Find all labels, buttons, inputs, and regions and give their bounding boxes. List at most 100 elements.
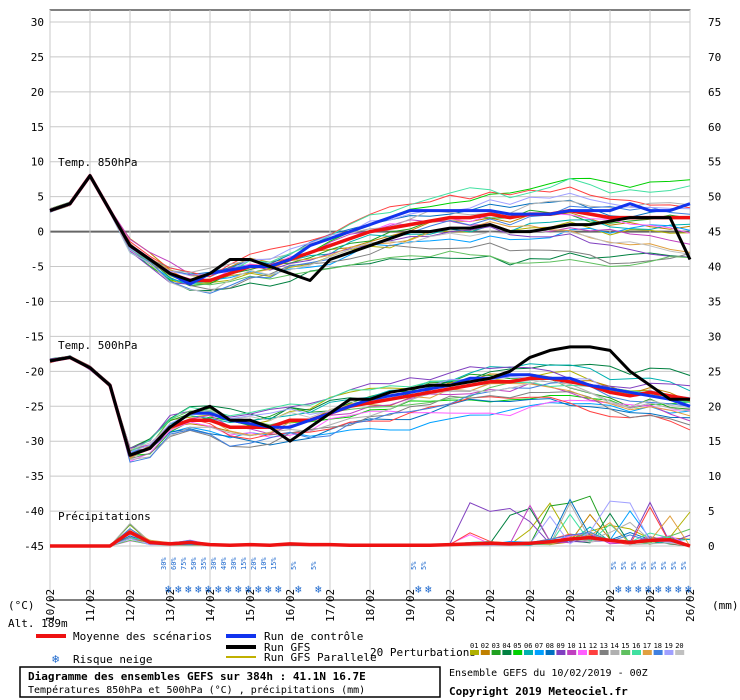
x-tick-label: 21/02 (484, 589, 497, 622)
perturbation-swatch (470, 650, 479, 655)
snow-risk-pct: 5% (680, 561, 688, 570)
perturbation-swatch (588, 650, 598, 655)
snowflake-icon: ❄ (185, 583, 192, 596)
snow-risk-pct: 10% (260, 557, 268, 570)
perturbation-id: 02 (481, 642, 489, 650)
snowflake-icon: ❄ (175, 583, 182, 596)
perturbation-id: 01 (470, 642, 478, 650)
perturbation-line (49, 356, 691, 453)
y2-tick-label: 15 (708, 435, 721, 448)
perturbation-id: 16 (632, 642, 640, 650)
snowflake-icon: ❄ (655, 583, 662, 596)
y2-tick-label: 5 (708, 505, 715, 518)
perturbation-id: 18 (654, 642, 662, 650)
snowflake-icon: ❄ (635, 583, 642, 596)
snow-risk-pct: 30% (160, 557, 168, 570)
perturbation-swatch (653, 650, 663, 655)
x-tick-label: 25/02 (644, 589, 657, 622)
snowflake-icon: ❄ (245, 583, 252, 596)
snowflake-icon: ❄ (215, 583, 222, 596)
snowflake-icon: ❄ (225, 583, 232, 596)
perturbation-swatch (675, 650, 685, 655)
snow-risk-pct: 60% (170, 557, 178, 570)
snow-risk-pct: 35% (200, 557, 208, 570)
y-tick-label: -40 (24, 505, 44, 518)
snow-risk-pct: 75% (180, 557, 188, 570)
x-tick-label: 24/02 (604, 589, 617, 622)
snowflake-icon: ❄ (165, 583, 172, 596)
perturbation-line (49, 176, 691, 278)
perturbation-id: 05 (513, 642, 521, 650)
x-tick-label: 14/02 (204, 589, 217, 622)
y-tick-label: -30 (24, 435, 44, 448)
y-tick-label: 15 (31, 121, 44, 134)
snowflake-icon: ❄ (625, 583, 632, 596)
left-unit: (°C) (8, 599, 35, 612)
copyright: Copyright 2019 Meteociel.fr (449, 685, 628, 698)
y-tick-label: 20 (31, 86, 44, 99)
snow-risk-pct: 20% (250, 557, 258, 570)
legend-snow-label: Risque neige (73, 653, 152, 666)
y-tick-label: -45 (24, 540, 44, 553)
y2-tick-label: 40 (708, 261, 721, 274)
perturbation-swatch (621, 650, 631, 655)
axes: 302520151050-5-10-15-20-25-30-35-40-4575… (24, 16, 721, 622)
series-line (49, 345, 690, 457)
y-tick-label: 5 (37, 191, 44, 204)
y2-tick-label: 20 (708, 400, 721, 413)
label-t500: Temp. 500hPa (58, 339, 137, 352)
snow-risk-pct: 5% (630, 561, 638, 570)
x-tick-label: 16/02 (284, 589, 297, 622)
x-tick-label: 15/02 (244, 589, 257, 622)
legend-mean-label: Moyenne des scénarios (73, 630, 212, 643)
y2-tick-label: 30 (708, 330, 721, 343)
x-tick-label: 12/02 (124, 589, 137, 622)
perturbation-id: 15 (621, 642, 629, 650)
footer-subtitle: Températures 850hPa et 500hPa (°C) , pré… (28, 684, 365, 696)
footer-title: Diagramme des ensembles GEFS sur 384h : … (28, 670, 366, 683)
x-tick-label: 13/02 (164, 589, 177, 622)
snowflake-icon: ❄ (195, 583, 202, 596)
y-tick-label: -35 (24, 470, 44, 483)
snow-risk-pct: 5% (650, 561, 658, 570)
snowflake-icon: ❄ (685, 583, 692, 596)
snow-risk-pct: 5% (670, 561, 678, 570)
perturbation-swatch (502, 650, 512, 655)
snowflake-icon: ❄ (425, 583, 432, 596)
perturbation-id: 07 (535, 642, 543, 650)
perturbation-id: 12 (589, 642, 597, 650)
snowflake-icon: ❄ (265, 583, 272, 596)
snowflake-icon: ❄ (675, 583, 682, 596)
y2-tick-label: 0 (708, 540, 715, 553)
footer-box (19, 666, 441, 698)
x-tick-label: 10/02 (44, 589, 57, 622)
snow-risk-pct: 15% (270, 557, 278, 570)
perturbation-id: 03 (492, 642, 500, 650)
snowflake-icon: ❄ (315, 583, 322, 596)
series-line (50, 530, 691, 548)
legend-control-label: Run de contrôle (264, 630, 363, 643)
perturbation-swatch (513, 650, 523, 655)
y-tick-label: 30 (31, 16, 44, 29)
snow-risk-pct: 50% (190, 557, 198, 570)
perturbations-label: 20 Perturbations (370, 646, 476, 659)
snow-risk-pct: 5% (660, 561, 668, 570)
perturbation-id: 09 (556, 642, 564, 650)
snowflake-icon: ❄ (615, 583, 622, 596)
y2-tick-label: 60 (708, 121, 721, 134)
perturbation-line (49, 174, 691, 278)
x-tick-label: 23/02 (564, 589, 577, 622)
perturbation-swatch (610, 650, 620, 655)
label-t850: Temp. 850hPa (58, 156, 137, 169)
run-info: Ensemble GEFS du 10/02/2019 - 00Z (449, 668, 648, 679)
perturbation-line (49, 172, 691, 291)
y-tick-label: -20 (24, 365, 44, 378)
perturbation-id: 20 (675, 642, 683, 650)
snow-risk-pct: 5% (640, 561, 648, 570)
snowflake-icon: ❄ (52, 652, 59, 666)
snow-risk-pct: 5% (290, 561, 298, 570)
perturbation-id: 17 (643, 642, 651, 650)
snowflake-icon: ❄ (275, 583, 282, 596)
x-tick-label: 26/02 (684, 589, 697, 622)
perturbation-swatch (545, 650, 555, 655)
